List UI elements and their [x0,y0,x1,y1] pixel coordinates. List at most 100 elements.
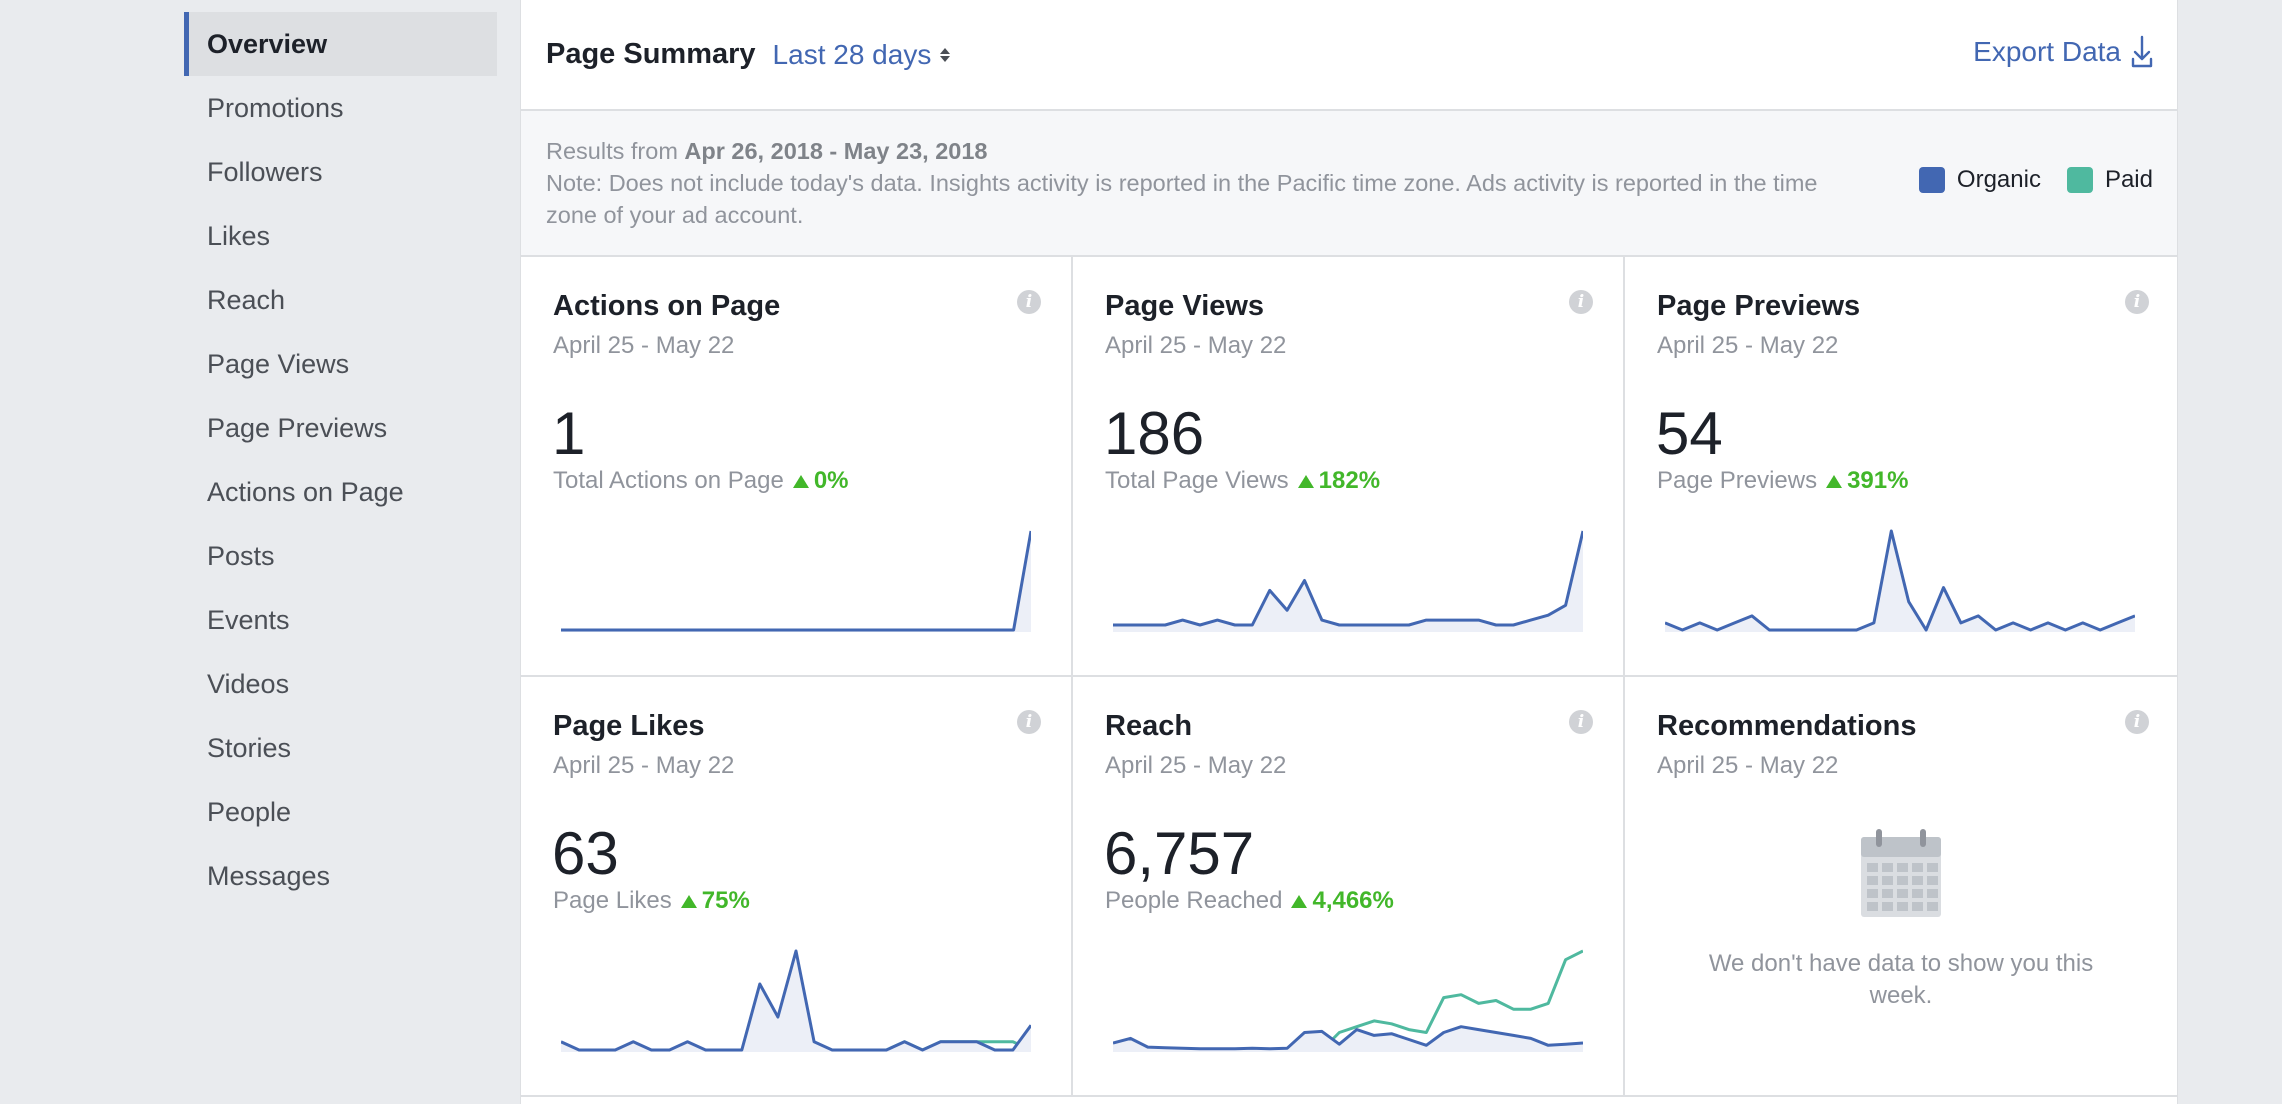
info-icon[interactable]: i [2125,710,2149,734]
info-icon[interactable]: i [1569,290,1593,314]
info-icon[interactable]: i [1017,290,1041,314]
sidebar-item-people[interactable]: People [207,796,292,827]
sparkline-area [1665,531,2135,632]
sidebar-item-posts[interactable]: Posts [207,540,275,571]
sort-arrows-icon [940,47,951,62]
sidebar-item-page-previews[interactable]: Page Previews [207,412,388,443]
metric-total: 1 [552,400,586,467]
sparkline-line [561,949,1031,1052]
metric-row: Total Actions on Page 0% [553,467,849,495]
date-range-value: Last 28 days [772,38,932,70]
summary-card-page-previews[interactable]: Page Previews April 25 - May 22 i 54 Page Pr… [1625,257,2177,677]
chart-legend: Organic Paid [1893,164,2153,196]
metric-total: 186 [1104,400,1205,467]
metric-label: Page Previews [1657,467,1818,494]
change-percent: 0% [813,467,849,494]
empty-state: We don't have data to show you this week… [1625,827,2177,1012]
card-title: Page Views [1105,290,1265,322]
results-info: Results from Apr 26, 2018 - May 23, 2018… [521,111,2177,257]
sidebar-item-followers[interactable]: Followers [207,156,323,187]
trend-up-icon [1291,894,1308,908]
trend-up-icon [680,894,697,908]
sparkline-chart [1665,529,2135,632]
export-data-label: Export Data [1973,36,2121,67]
metric-total: 63 [552,820,619,887]
sparkline-area [561,951,1031,1052]
sparkline-chart [561,530,1031,632]
download-icon [2131,35,2153,68]
sidebar-item-videos[interactable]: Videos [207,668,290,699]
legend-item-paid: Paid [2066,164,2153,196]
card-title: Page Previews [1657,290,1861,322]
results-note: Note: Does not include today's data. Ins… [546,170,1818,228]
sidebar-item-page-views[interactable]: Page Views [207,348,350,379]
card-title: Page Likes [553,710,705,742]
summary-card-recommendations[interactable]: Recommendations April 25 - May 22 i We don'… [1625,677,2177,1097]
card-date-range: April 25 - May 22 [1105,752,1287,779]
card-date-range: April 25 - May 22 [553,332,735,359]
sparkline-area [1113,531,1583,632]
card-date-range: April 25 - May 22 [1657,752,1839,779]
legend-swatch [1918,167,1945,193]
sidebar-item-promotions[interactable]: Promotions [207,92,344,123]
summary-card-actions-on-page[interactable]: Actions on Page April 25 - May 22 i 1 Total … [521,257,1073,677]
legend-label: Organic [1956,166,2041,193]
metric-label: Page Likes [553,887,672,914]
results-date-range: Apr 26, 2018 - May 23, 2018 [684,138,988,164]
empty-state-message: We don't have data to show you this week… [1708,950,2094,1009]
sparkline-area [1113,1026,1583,1052]
metric-total: 6,757 [1104,820,1255,887]
sparkline-line [561,530,1031,632]
export-data-button[interactable]: Export Data [1973,35,2153,69]
metric-row: Page Likes 75% [553,887,750,915]
metric-total: 54 [1656,400,1723,467]
legend-label: Paid [2104,166,2153,193]
metric-label: Total Page Views [1105,467,1289,494]
sparkline-chart [561,949,1031,1052]
change-percent: 182% [1318,467,1381,494]
sparkline-chart [1113,530,1583,632]
page-summary-header: Page Summary Last 28 days Export Data [521,0,2177,111]
trend-up-icon [1826,474,1843,488]
sidebar-item-events[interactable]: Events [207,604,290,635]
summary-card-page-likes[interactable]: Page Likes April 25 - May 22 i 63 Page Likes… [521,677,1073,1097]
summary-card-reach[interactable]: Reach April 25 - May 22 i 6,757 People Reach… [1073,677,1625,1097]
sidebar-item-reach[interactable]: Reach [207,284,286,315]
trend-up-icon [1297,474,1314,488]
info-icon[interactable]: i [1017,710,1041,734]
sparkline-line [1113,1025,1583,1051]
change-percent: 391% [1847,467,1909,494]
date-range-select[interactable]: Last 28 days [773,39,951,71]
metric-row: Total Page Views 182% [1105,467,1380,495]
sidebar-item-actions-on-page[interactable]: Actions on Page [207,476,404,507]
legend-item-organic: Organic [1918,164,2041,196]
sparkline-line [1113,530,1583,627]
sidebar-item-overview[interactable]: Overview [184,12,497,76]
summary-card-page-views[interactable]: Page Views April 25 - May 22 i 186 Total Pag… [1073,257,1625,677]
sidebar-item-stories[interactable]: Stories [207,732,292,763]
metric-row: Page Previews 391% [1657,467,1908,495]
main-panel: Page Summary Last 28 days Export Data Re… [520,0,2178,1104]
info-icon[interactable]: i [2125,290,2149,314]
card-title: Reach [1105,710,1193,742]
results-range-line: Results from Apr 26, 2018 - May 23, 2018 [546,138,988,164]
change-percent: 4,466% [1312,887,1394,914]
change-percent: 75% [701,887,750,914]
card-title: Actions on Page [553,290,781,322]
sparkline-area [561,531,1031,632]
metric-label: Total Actions on Page [553,467,784,494]
card-date-range: April 25 - May 22 [1657,332,1839,359]
sidebar-item-messages[interactable]: Messages [207,860,331,891]
card-title: Recommendations [1657,710,1917,742]
legend-swatch [2066,167,2093,193]
trend-up-icon [792,474,809,488]
card-date-range: April 25 - May 22 [553,752,735,779]
info-icon[interactable]: i [1569,710,1593,734]
metric-row: People Reached 4,466% [1105,887,1394,915]
calendar-icon [1861,829,1941,917]
card-date-range: April 25 - May 22 [1105,332,1287,359]
sidebar-item-likes[interactable]: Likes [207,220,271,251]
metric-label: People Reached [1105,887,1283,914]
page-title: Page Summary [546,38,756,70]
sparkline-chart [1113,949,1583,1052]
